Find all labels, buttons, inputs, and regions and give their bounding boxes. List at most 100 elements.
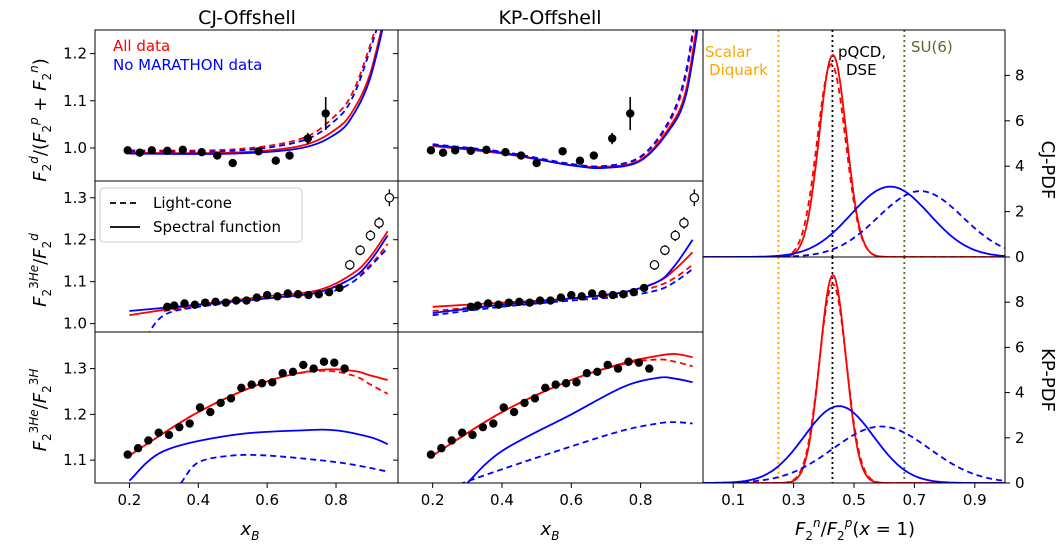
series-line bbox=[129, 230, 389, 317]
open-data-point bbox=[365, 230, 376, 241]
x-tick-label: 0.6 bbox=[559, 491, 583, 509]
panel-content bbox=[129, 189, 395, 332]
data-point bbox=[619, 290, 628, 299]
pdf-curve bbox=[703, 190, 1005, 257]
y-tick-label: 4 bbox=[1015, 384, 1025, 402]
data-point bbox=[163, 146, 172, 155]
panel-r2-c2 bbox=[393, 180, 704, 333]
y-tick-label: 1.2 bbox=[63, 231, 87, 249]
data-point bbox=[639, 283, 649, 293]
data-point bbox=[634, 358, 644, 367]
data-point bbox=[299, 360, 308, 370]
y-tick-label: 2 bbox=[1015, 429, 1025, 447]
data-point bbox=[123, 450, 132, 459]
mid-xlabel: xB bbox=[540, 519, 560, 543]
pqcd-label-2: DSE bbox=[846, 61, 877, 79]
data-point bbox=[504, 298, 514, 307]
panel-content bbox=[426, 30, 699, 170]
data-point bbox=[169, 301, 179, 310]
data-point bbox=[535, 296, 545, 305]
data-point bbox=[226, 394, 236, 403]
legend-all-data: All data bbox=[113, 37, 170, 55]
data-point bbox=[254, 147, 263, 156]
data-point bbox=[608, 290, 618, 300]
y-tick-label: 4 bbox=[1015, 157, 1025, 175]
data-point bbox=[607, 134, 617, 143]
left-xlabel: xB bbox=[240, 519, 260, 543]
open-data-point bbox=[344, 260, 355, 270]
scalar-diquark-label-2: Diquark bbox=[709, 61, 768, 79]
pdf-curve bbox=[703, 53, 1005, 257]
open-data-point bbox=[689, 192, 700, 203]
pdf-curve bbox=[703, 405, 1005, 483]
data-point bbox=[252, 293, 262, 302]
kp-pdf-panel: 0 2 4 6 8 0.1 0.3 0.5 0.7 0.9 bbox=[702, 256, 1025, 509]
y-tick-label: 1.0 bbox=[63, 315, 87, 333]
data-point bbox=[603, 360, 612, 370]
data-point bbox=[494, 300, 503, 309]
y-tick-label: 1.3 bbox=[63, 360, 87, 378]
data-point bbox=[551, 380, 560, 389]
data-point bbox=[575, 156, 585, 165]
data-point bbox=[163, 302, 172, 312]
data-point bbox=[629, 287, 638, 297]
y-tick-label: 1.0 bbox=[63, 139, 87, 157]
series-line bbox=[460, 421, 693, 483]
panel-frame bbox=[397, 29, 704, 182]
data-point bbox=[567, 290, 576, 300]
panel-r1-c2 bbox=[393, 29, 704, 182]
y-tick-label: 8 bbox=[1015, 66, 1025, 84]
data-point bbox=[530, 394, 540, 403]
open-data-point bbox=[649, 260, 660, 270]
kp-pdf-label: KP-PDF bbox=[1037, 348, 1058, 412]
data-point bbox=[200, 298, 210, 307]
data-point bbox=[190, 300, 200, 309]
data-point bbox=[123, 146, 132, 155]
data-point bbox=[330, 358, 339, 367]
data-point bbox=[221, 298, 231, 307]
data-point bbox=[589, 151, 599, 160]
data-point bbox=[231, 296, 241, 305]
data-point bbox=[314, 290, 324, 299]
y-tick-label: 1.1 bbox=[63, 92, 87, 110]
y-tick-label: 6 bbox=[1015, 112, 1025, 130]
series-line bbox=[432, 358, 693, 457]
cj-pdf-label: CJ-PDF bbox=[1037, 141, 1058, 200]
legend-frame bbox=[99, 187, 303, 243]
series-line bbox=[129, 30, 378, 153]
data-point bbox=[546, 296, 555, 305]
data-point bbox=[273, 292, 282, 301]
data-point bbox=[598, 290, 607, 299]
open-data-point bbox=[660, 245, 670, 256]
data-point bbox=[645, 364, 654, 373]
series-line bbox=[128, 369, 389, 457]
data-point bbox=[321, 109, 330, 118]
data-point bbox=[482, 145, 491, 155]
data-point bbox=[133, 444, 143, 453]
x-tick-label: 0.7 bbox=[902, 491, 926, 509]
x-tick-label: 0.4 bbox=[186, 491, 210, 509]
y-tick-label: 0 bbox=[1015, 248, 1025, 266]
panel-content bbox=[123, 357, 389, 483]
pqcd-label-1: pQCD, bbox=[838, 43, 886, 61]
legend-no-marathon: No MARATHON data bbox=[113, 56, 262, 74]
open-data-point bbox=[355, 245, 365, 256]
panel-content bbox=[432, 189, 700, 317]
data-point bbox=[587, 289, 597, 298]
data-point bbox=[525, 298, 534, 307]
y-tick-label: 1.1 bbox=[63, 451, 87, 469]
open-data-point bbox=[679, 218, 689, 228]
data-point bbox=[288, 367, 298, 377]
mid-column-title: KP-Offshell bbox=[498, 7, 601, 29]
data-point bbox=[197, 148, 206, 157]
data-point bbox=[216, 398, 225, 408]
plot-area: 1.01.11.21.01.11.21.31.11.21.30.2 0.4 0.6 0… bbox=[63, 29, 1025, 509]
data-point bbox=[473, 301, 482, 310]
data-point bbox=[247, 380, 256, 389]
data-point bbox=[532, 158, 541, 168]
data-point bbox=[501, 148, 510, 157]
data-point bbox=[340, 364, 349, 373]
data-point bbox=[309, 364, 318, 373]
y-tick-label: 0 bbox=[1015, 474, 1025, 492]
